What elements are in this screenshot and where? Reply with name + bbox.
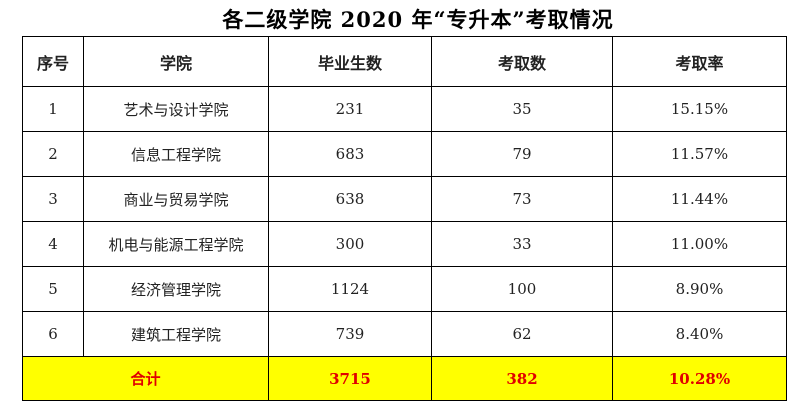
table-cell: 300 xyxy=(268,221,432,267)
table-cell: 3 xyxy=(22,176,84,222)
header-cell: 考取率 xyxy=(612,36,787,87)
results-table: 序号 学院 毕业生数 考取数 考取率 1 艺术与设计学院 231 35 15.15% 2 信息工程学… xyxy=(22,36,787,401)
table-cell: 11.44% xyxy=(612,176,787,222)
table-cell: 8.40% xyxy=(612,311,787,357)
table-row: 2 信息工程学院 683 79 11.57% xyxy=(22,131,787,177)
table-cell: 1124 xyxy=(268,266,432,312)
table-cell: 638 xyxy=(268,176,432,222)
table-row: 1 艺术与设计学院 231 35 15.15% xyxy=(22,86,787,132)
table-cell: 62 xyxy=(431,311,613,357)
table-cell: 信息工程学院 xyxy=(83,131,269,177)
table-body: 1 艺术与设计学院 231 35 15.15% 2 信息工程学院 683 79 11.57% 3 商业… xyxy=(22,86,787,401)
table-cell: 683 xyxy=(268,131,432,177)
header-cell: 序号 xyxy=(22,36,84,87)
table-cell: 经济管理学院 xyxy=(83,266,269,312)
table-cell: 100 xyxy=(431,266,613,312)
table-cell: 5 xyxy=(22,266,84,312)
table-row: 5 经济管理学院 1124 100 8.90% xyxy=(22,266,787,312)
table-row: 4 机电与能源工程学院 300 33 11.00% xyxy=(22,221,787,267)
table-cell: 231 xyxy=(268,86,432,132)
table-cell: 2 xyxy=(22,131,84,177)
table-cell: 机电与能源工程学院 xyxy=(83,221,269,267)
header-cell: 毕业生数 xyxy=(268,36,432,87)
table-cell: 艺术与设计学院 xyxy=(83,86,269,132)
total-row: 合计 3715 382 10.28% xyxy=(22,356,787,401)
table-cell: 8.90% xyxy=(612,266,787,312)
total-cell: 382 xyxy=(431,356,613,401)
table-cell: 11.57% xyxy=(612,131,787,177)
table-cell: 79 xyxy=(431,131,613,177)
table-cell: 1 xyxy=(22,86,84,132)
total-cell: 3715 xyxy=(268,356,432,401)
table-row: 3 商业与贸易学院 638 73 11.44% xyxy=(22,176,787,222)
table-row: 6 建筑工程学院 739 62 8.40% xyxy=(22,311,787,357)
header-cell: 学院 xyxy=(83,36,269,87)
table-cell: 15.15% xyxy=(612,86,787,132)
title: 各二级学院 2020 年“专升本”考取情况 xyxy=(222,7,614,32)
table-cell: 73 xyxy=(431,176,613,222)
header-row: 序号 学院 毕业生数 考取数 考取率 xyxy=(22,36,787,87)
total-cell: 10.28% xyxy=(612,356,787,401)
table-cell: 商业与贸易学院 xyxy=(83,176,269,222)
table-cell: 739 xyxy=(268,311,432,357)
table-cell: 35 xyxy=(431,86,613,132)
table-cell: 11.00% xyxy=(612,221,787,267)
table-cell: 6 xyxy=(22,311,84,357)
table-cell: 33 xyxy=(431,221,613,267)
header-cell: 考取数 xyxy=(431,36,613,87)
total-cell: 合计 xyxy=(22,356,269,401)
table-cell: 4 xyxy=(22,221,84,267)
table-cell: 建筑工程学院 xyxy=(83,311,269,357)
